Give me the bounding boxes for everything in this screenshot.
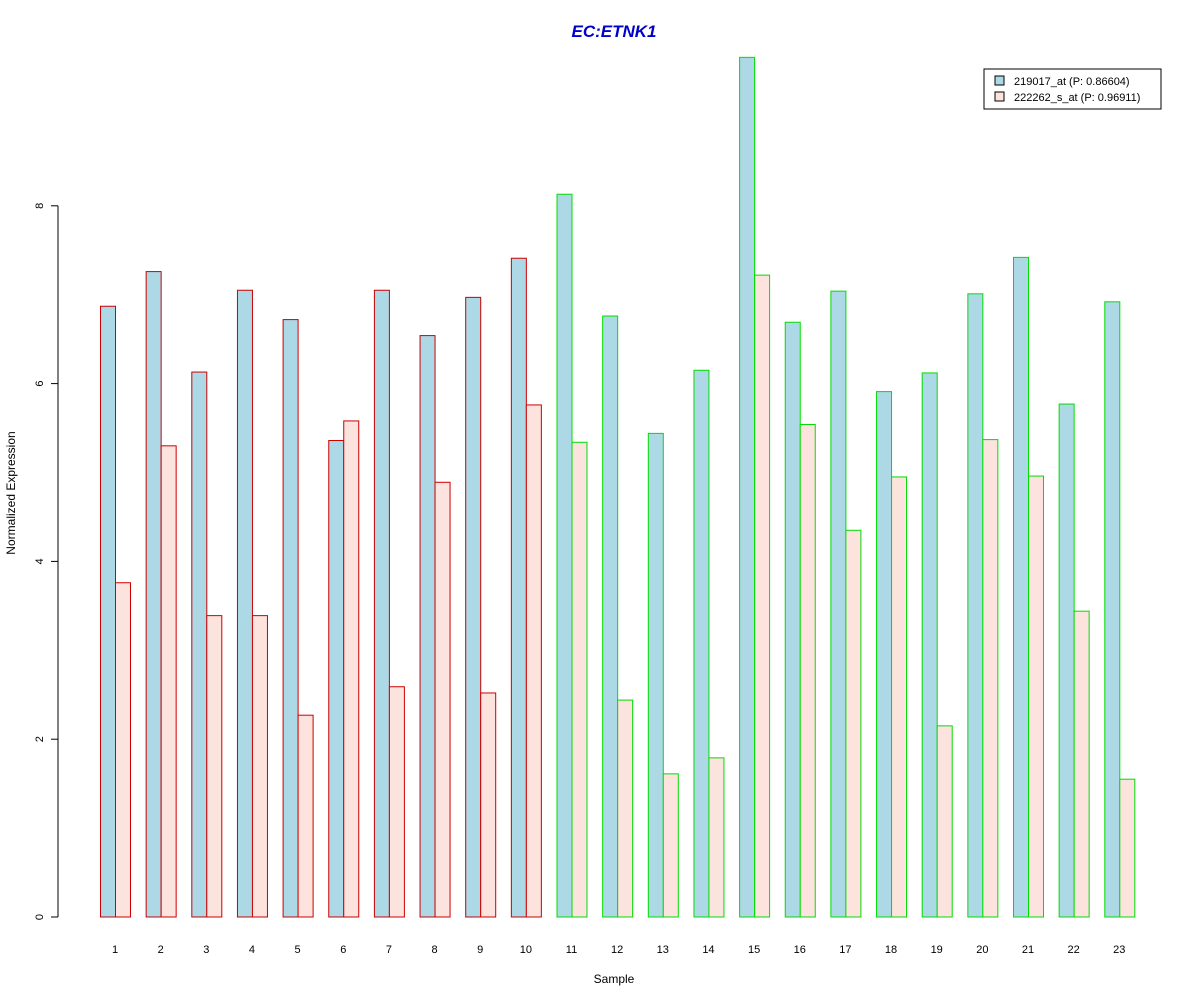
bar-10-series-1: [510, 257, 527, 918]
x-tick-label: 13: [657, 944, 669, 956]
x-tick-label: 14: [702, 944, 714, 956]
bar-21-series-1: [1013, 256, 1029, 918]
legend: 219017_at (P: 0.86604) 222262_s_at (P: 0.…: [983, 68, 1162, 110]
bar-20-series-1: [967, 293, 984, 918]
bar-22-series-2: [1073, 610, 1090, 918]
legend-label-series-1: 219017_at (P: 0.86604): [1014, 76, 1130, 88]
bar-area: [100, 56, 1136, 918]
bar-19-series-2: [936, 725, 953, 918]
x-axis-label: Sample: [594, 972, 635, 986]
bar-7-series-2: [388, 686, 405, 918]
legend-swatch-series-1: [994, 75, 1005, 86]
y-axis: 0 2 4 6 8: [34, 203, 59, 920]
bar-17-series-1: [830, 290, 847, 918]
y-tick-label: 6: [34, 381, 46, 387]
x-tick-label: 17: [839, 944, 851, 956]
x-tick-label: 11: [566, 944, 577, 956]
bar-6-series-1: [328, 439, 345, 918]
x-tick-label: 12: [611, 944, 623, 956]
bar-14-series-1: [693, 369, 710, 918]
y-tick-label: 0: [34, 914, 46, 920]
bar-2-series-1: [145, 271, 162, 918]
x-tick-label: 21: [1022, 944, 1034, 956]
x-tick-label: 5: [295, 944, 301, 956]
y-tick-label: 4: [34, 558, 46, 564]
bar-9-series-1: [465, 296, 482, 918]
bar-13-series-1: [647, 432, 664, 918]
chart-title: EC:ETNK1: [571, 22, 656, 41]
bar-18-series-1: [876, 391, 893, 918]
x-tick-labels: 1 2 3 4 5 6 7 8 9 10 11 12 13 14 15 16 17 18 19 20 21 22 23: [112, 944, 1125, 956]
x-tick-label: 16: [794, 944, 806, 956]
legend-label-series-2: 222262_s_at (P: 0.96911): [1014, 92, 1140, 104]
x-tick-label: 2: [158, 944, 164, 956]
bar-21-series-2: [1028, 475, 1044, 918]
bar-12-series-1: [602, 315, 619, 918]
x-tick-label: 19: [931, 944, 943, 956]
bar-8-series-2: [434, 481, 451, 918]
bar-15-series-2: [754, 274, 771, 918]
bar-7-series-1: [373, 289, 390, 918]
bar-9-series-2: [480, 692, 497, 918]
bar-23-series-2: [1119, 778, 1136, 918]
bar-10-series-2: [525, 404, 542, 918]
bar-3-series-1: [191, 371, 208, 918]
bar-11-series-1: [556, 193, 573, 918]
legend-box: [983, 68, 1162, 110]
x-tick-label: 20: [976, 944, 988, 956]
bar-5-series-2: [297, 714, 314, 918]
bar-18-series-2: [891, 476, 908, 918]
bar-5-series-1: [282, 319, 299, 918]
x-tick-label: 9: [477, 944, 483, 956]
bar-4-series-2: [251, 615, 268, 918]
bar-11-series-2: [571, 441, 588, 918]
x-tick-label: 22: [1068, 944, 1080, 956]
bar-3-series-2: [206, 615, 223, 918]
bar-20-series-2: [982, 439, 999, 918]
bar-15-series-1: [739, 56, 756, 918]
legend-swatch-series-2: [994, 91, 1005, 102]
x-tick-label: 4: [249, 944, 255, 956]
bar-6-series-2: [343, 420, 360, 918]
bar-8-series-1: [419, 335, 436, 918]
x-tick-label: 6: [340, 944, 346, 956]
bar-23-series-1: [1104, 301, 1121, 918]
bar-1-series-1: [100, 305, 116, 918]
y-tick-label: 2: [34, 736, 46, 742]
bar-1-series-2: [115, 582, 131, 918]
bar-16-series-1: [784, 321, 801, 918]
bar-4-series-1: [236, 289, 253, 918]
x-tick-label: 3: [203, 944, 209, 956]
x-tick-label: 15: [748, 944, 760, 956]
x-tick-label: 1: [112, 944, 118, 956]
bar-13-series-2: [662, 773, 679, 918]
bar-22-series-1: [1058, 403, 1075, 918]
x-tick-label: 8: [431, 944, 437, 956]
bar-19-series-1: [921, 372, 938, 918]
x-tick-label: 7: [386, 944, 392, 956]
x-tick-label: 23: [1113, 944, 1125, 956]
bar-12-series-2: [617, 699, 634, 918]
bar-16-series-2: [799, 423, 816, 918]
y-tick-label: 8: [34, 203, 46, 209]
y-axis-label: Normalized Expression: [4, 431, 18, 554]
x-tick-label: 10: [520, 944, 532, 956]
x-tick-label: 18: [885, 944, 897, 956]
bar-17-series-2: [845, 529, 862, 918]
bar-2-series-2: [160, 445, 177, 918]
bar-14-series-2: [708, 757, 725, 918]
